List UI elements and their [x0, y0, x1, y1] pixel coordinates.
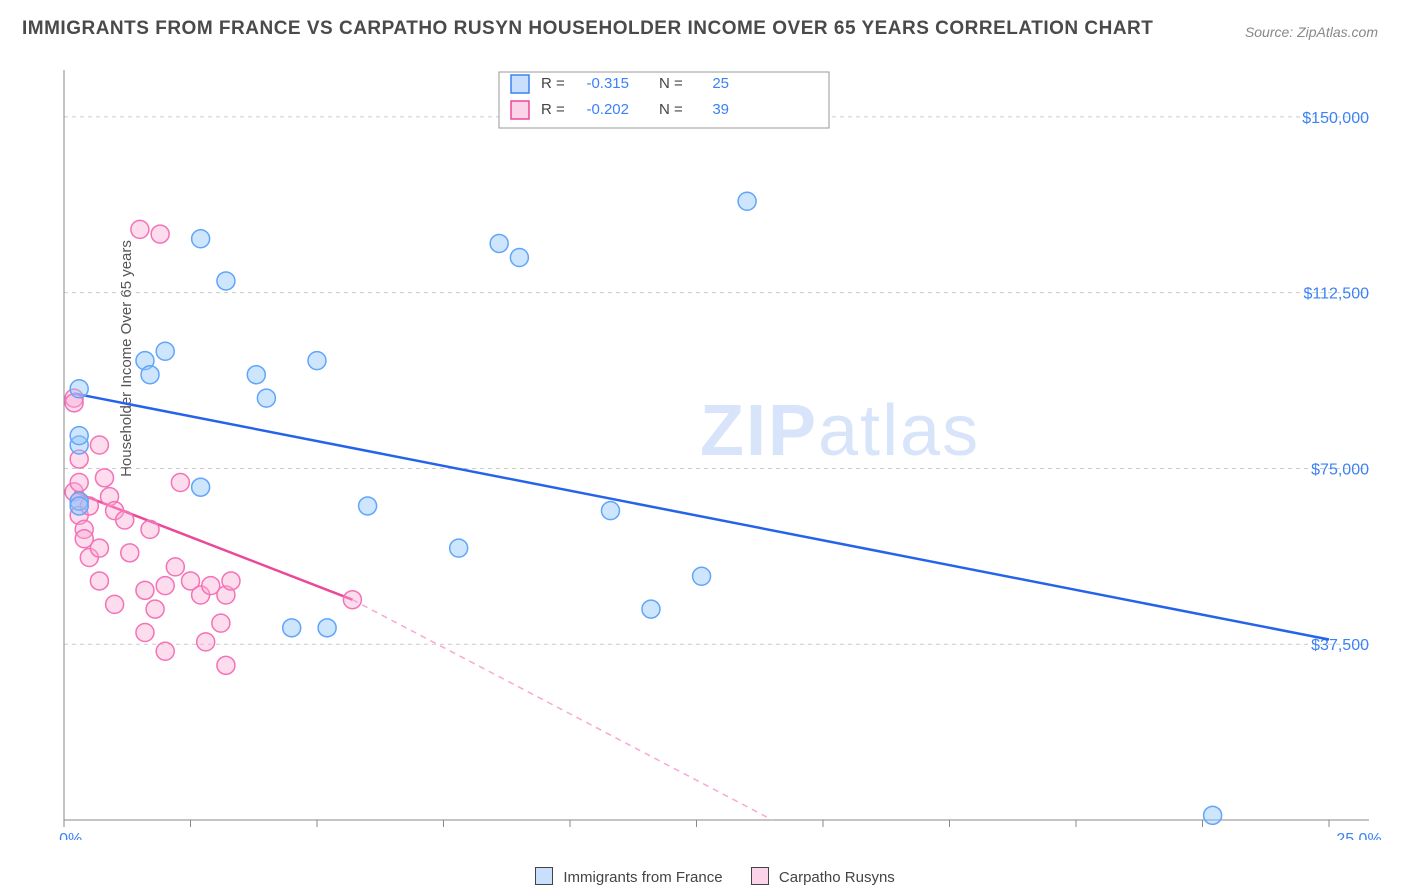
data-point-pink: [217, 656, 235, 674]
data-point-pink: [70, 474, 88, 492]
data-point-blue: [257, 389, 275, 407]
data-point-pink: [116, 511, 134, 529]
data-point-blue: [247, 366, 265, 384]
data-point-blue: [318, 619, 336, 637]
data-point-pink: [146, 600, 164, 618]
legend-swatch-pink: [751, 867, 769, 885]
y-tick-label: $150,000: [1302, 110, 1369, 127]
data-point-pink: [141, 520, 159, 538]
legend-N-label: N =: [659, 101, 683, 118]
data-point-pink: [171, 474, 189, 492]
legend-N-value: 39: [712, 101, 729, 118]
data-point-pink: [212, 614, 230, 632]
y-tick-label: $75,000: [1311, 461, 1369, 478]
data-point-blue: [70, 497, 88, 515]
legend-R-value: -0.315: [586, 75, 629, 92]
data-point-pink: [90, 436, 108, 454]
data-point-blue: [308, 352, 326, 370]
data-point-pink: [156, 642, 174, 660]
data-point-blue: [217, 272, 235, 290]
bottom-legend: Immigrants from France Carpatho Rusyns: [0, 867, 1406, 886]
y-tick-label: $37,500: [1311, 637, 1369, 654]
data-point-pink: [121, 544, 139, 562]
data-point-blue: [642, 600, 660, 618]
data-point-pink: [131, 220, 149, 238]
data-point-blue: [450, 539, 468, 557]
data-point-blue: [359, 497, 377, 515]
data-point-pink: [151, 225, 169, 243]
data-point-pink: [222, 572, 240, 590]
data-point-pink: [90, 572, 108, 590]
data-point-pink: [166, 558, 184, 576]
legend-R-value: -0.202: [586, 101, 629, 118]
data-point-pink: [156, 577, 174, 595]
scatter-chart-svg: $37,500 $75,000 $112,500 $150,000 0.0% 25.0% R…: [54, 60, 1384, 840]
legend-N-value: 25: [712, 75, 729, 92]
data-point-pink: [136, 581, 154, 599]
legend-swatch: [511, 101, 529, 119]
data-point-blue: [156, 342, 174, 360]
legend-label-pink: Carpatho Rusyns: [779, 869, 895, 886]
chart-title: IMMIGRANTS FROM FRANCE VS CARPATHO RUSYN…: [22, 18, 1153, 40]
data-point-blue: [738, 192, 756, 210]
data-point-pink: [197, 633, 215, 651]
data-point-blue: [693, 567, 711, 585]
chart-area: $37,500 $75,000 $112,500 $150,000 0.0% 25.0% R…: [54, 60, 1384, 840]
data-point-blue: [283, 619, 301, 637]
y-tick-label: $112,500: [1303, 286, 1369, 303]
x-tick-label-max: 25.0%: [1336, 831, 1381, 840]
data-point-pink: [106, 595, 124, 613]
legend-swatch: [511, 75, 529, 93]
data-point-blue: [192, 478, 210, 496]
legend-R-label: R =: [541, 101, 565, 118]
data-point-pink: [343, 591, 361, 609]
data-point-blue: [141, 366, 159, 384]
legend-R-label: R =: [541, 75, 565, 92]
data-point-blue: [192, 230, 210, 248]
x-tick-label-min: 0.0%: [54, 831, 82, 840]
data-point-blue: [490, 234, 508, 252]
data-point-blue: [70, 380, 88, 398]
data-point-blue: [1204, 806, 1222, 824]
data-point-pink: [90, 539, 108, 557]
data-point-pink: [95, 469, 113, 487]
legend-label-blue: Immigrants from France: [563, 869, 722, 886]
data-point-blue: [601, 502, 619, 520]
legend-swatch-blue: [535, 867, 553, 885]
data-point-blue: [70, 427, 88, 445]
source-attribution: Source: ZipAtlas.com: [1245, 24, 1378, 40]
data-point-pink: [136, 624, 154, 642]
legend-N-label: N =: [659, 75, 683, 92]
data-point-blue: [510, 249, 528, 267]
